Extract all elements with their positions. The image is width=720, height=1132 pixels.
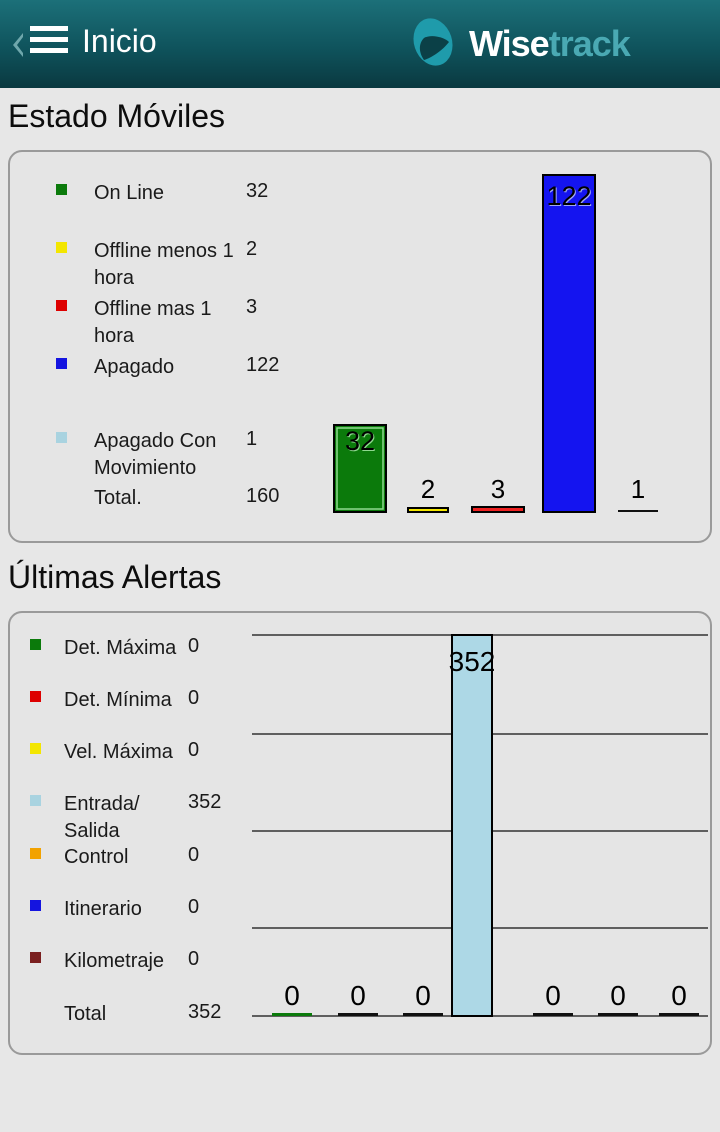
svg-text:0: 0 bbox=[610, 980, 626, 1011]
svg-text:2: 2 bbox=[421, 474, 435, 504]
svg-text:32: 32 bbox=[345, 426, 375, 456]
svg-text:352: 352 bbox=[449, 646, 496, 677]
svg-text:3: 3 bbox=[491, 474, 505, 504]
svg-text:1: 1 bbox=[631, 474, 645, 504]
svg-text:0: 0 bbox=[350, 980, 366, 1011]
svg-text:Wisetrack: Wisetrack bbox=[469, 23, 632, 64]
svg-text:0: 0 bbox=[671, 980, 687, 1011]
svg-text:0: 0 bbox=[415, 980, 431, 1011]
svg-text:122: 122 bbox=[546, 181, 591, 211]
svg-text:0: 0 bbox=[545, 980, 561, 1011]
svg-text:0: 0 bbox=[284, 980, 300, 1011]
